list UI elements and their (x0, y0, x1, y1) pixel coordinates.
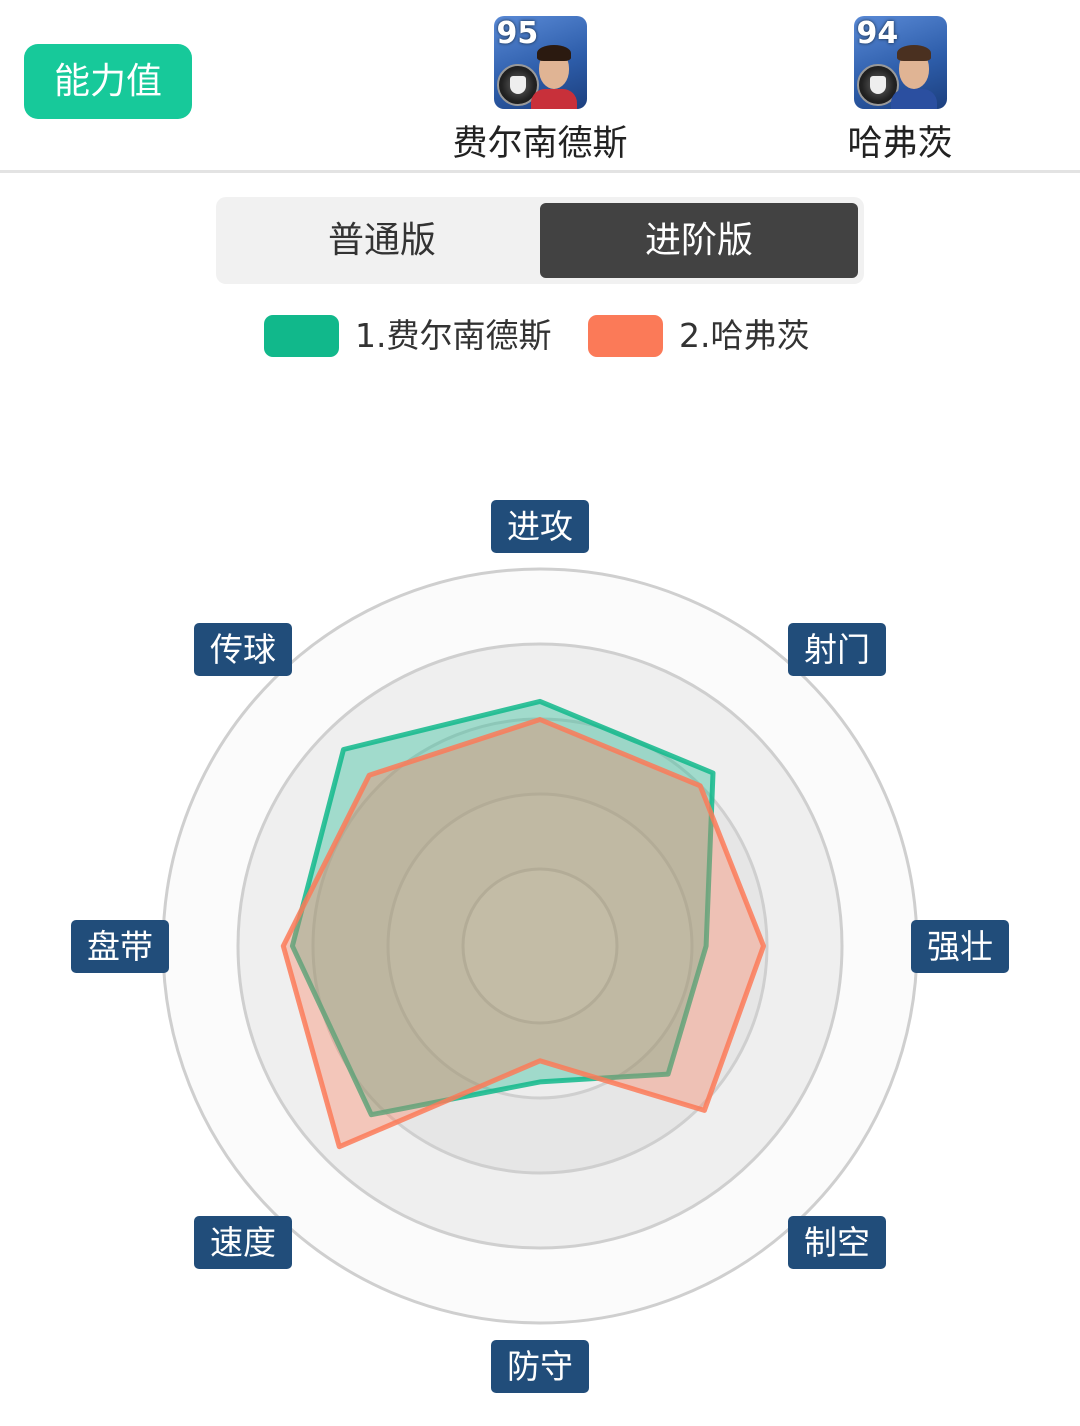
legend-swatch (588, 315, 663, 357)
player-card-2[interactable]: 94 哈弗茨 (780, 16, 1020, 166)
player-name: 费尔南德斯 (452, 124, 628, 164)
player-face-icon (890, 45, 937, 109)
legend-swatch (264, 315, 339, 357)
radar-axis-label: 进攻 (491, 499, 589, 553)
legend-label: 1.费尔南德斯 (355, 316, 552, 355)
ability-button[interactable]: 能力值 (24, 44, 192, 119)
player-rating: 95 (496, 16, 539, 51)
player-name: 哈弗茨 (847, 124, 953, 164)
player-avatar: 95 (493, 16, 587, 109)
radar-axis-label: 防守 (491, 1339, 589, 1393)
chart-legend: 1.费尔南德斯 2.哈弗茨 (0, 313, 1080, 363)
player-card-1[interactable]: 95 费尔南德斯 (420, 16, 660, 166)
tab-normal[interactable]: 普通版 (327, 220, 436, 261)
radar-axis-label: 盘带 (71, 919, 169, 973)
radar-series-1 (289, 698, 716, 1118)
radar-axis-label: 速度 (194, 1216, 292, 1270)
tab-advanced[interactable]: 进阶版 (540, 203, 858, 278)
player-rating: 94 (856, 16, 899, 51)
radar-axis-label: 制空 (787, 1216, 886, 1270)
radar-chart (161, 567, 919, 1325)
radar-axis-label: 传球 (194, 622, 292, 676)
header: 能力值 95 费尔南德斯 94 哈弗茨 (0, 0, 1080, 173)
radar-axis-label: 强壮 (911, 919, 1009, 973)
radar-series-2 (280, 717, 766, 1150)
radar-axis-label: 射门 (787, 622, 886, 676)
version-toggle: 普通版 进阶版 (216, 197, 864, 284)
player-face-icon (530, 45, 577, 109)
player-avatar: 94 (853, 16, 947, 109)
radar-grid-ring (461, 867, 619, 1025)
legend-label: 2.哈弗茨 (679, 316, 810, 355)
